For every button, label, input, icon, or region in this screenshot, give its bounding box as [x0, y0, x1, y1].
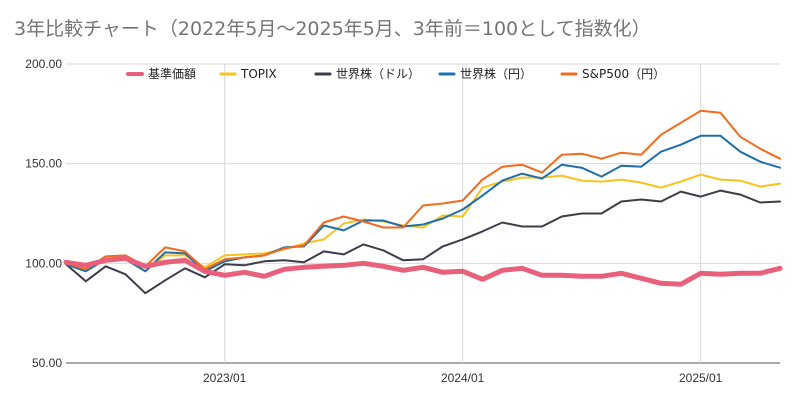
legend-label-2: 世界株（ドル）: [336, 66, 420, 81]
series-line-1: [65, 173, 781, 273]
series-line-4: [65, 109, 781, 271]
legend-label-3: 世界株（円）: [460, 66, 532, 81]
series-line-0: [63, 255, 783, 287]
legend-item-0: 基準価額: [126, 66, 196, 81]
legend-item-2: 世界株（ドル）: [314, 66, 420, 81]
chart-title: 3年比較チャート（2022年5月〜2025年5月、3年前＝100として指数化）: [14, 18, 651, 40]
legend-label-1: TOPIX: [240, 67, 277, 81]
y-tick-label-1: 100.00: [25, 256, 62, 270]
x-tick-label-2: 2025/01: [679, 371, 723, 385]
series-line-3: [65, 134, 781, 273]
legend-item-4: S&P500（円）: [560, 67, 665, 81]
y-tick-label-3: 200.00: [25, 57, 62, 71]
series-line-2: [65, 189, 781, 295]
x-tick-label-0: 2023/01: [203, 371, 247, 385]
legend-label-0: 基準価額: [148, 66, 196, 81]
legend-item-3: 世界株（円）: [438, 66, 532, 81]
x-tick-label-1: 2024/01: [441, 371, 485, 385]
y-tick-label-2: 150.00: [25, 157, 62, 171]
legend-item-1: TOPIX: [219, 67, 277, 81]
y-tick-label-0: 50.00: [32, 356, 62, 370]
legend-label-4: S&P500（円）: [582, 67, 665, 81]
